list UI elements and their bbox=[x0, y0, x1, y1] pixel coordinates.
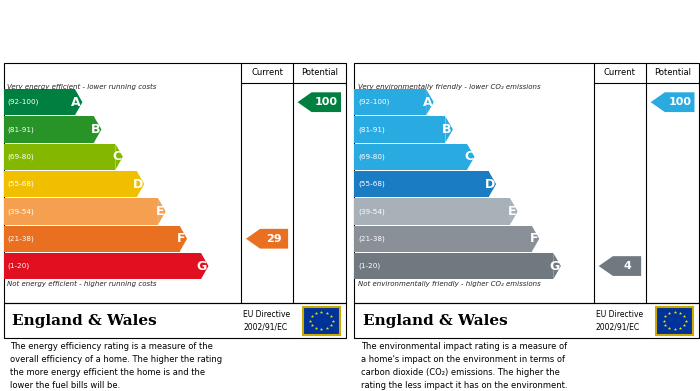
Text: Very energy efficient - lower running costs: Very energy efficient - lower running co… bbox=[7, 84, 156, 90]
Text: (1-20): (1-20) bbox=[8, 263, 29, 269]
Text: Very environmentally friendly - lower CO₂ emissions: Very environmentally friendly - lower CO… bbox=[358, 84, 540, 90]
Bar bbox=[4, 253, 201, 279]
Text: C: C bbox=[112, 150, 122, 163]
Text: (92-100): (92-100) bbox=[358, 99, 390, 106]
Text: G: G bbox=[550, 260, 559, 273]
Bar bbox=[4, 198, 158, 224]
Bar bbox=[4, 116, 94, 143]
Polygon shape bbox=[179, 226, 187, 252]
Bar bbox=[4, 89, 75, 115]
Polygon shape bbox=[246, 229, 288, 249]
Text: (21-38): (21-38) bbox=[358, 235, 385, 242]
Text: F: F bbox=[177, 232, 186, 245]
Bar bbox=[4, 226, 179, 252]
Text: Energy Efficiency Rating: Energy Efficiency Rating bbox=[12, 25, 183, 38]
Text: Potential: Potential bbox=[654, 68, 691, 77]
Bar bbox=[354, 116, 445, 143]
Text: (69-80): (69-80) bbox=[358, 154, 385, 160]
Text: F: F bbox=[529, 232, 538, 245]
Text: G: G bbox=[197, 260, 207, 273]
Text: (81-91): (81-91) bbox=[8, 126, 34, 133]
Text: Current: Current bbox=[251, 68, 283, 77]
Text: D: D bbox=[484, 178, 495, 191]
Text: (55-68): (55-68) bbox=[358, 181, 385, 187]
Text: England & Wales: England & Wales bbox=[12, 314, 157, 328]
Polygon shape bbox=[532, 226, 539, 252]
Bar bbox=[354, 89, 426, 115]
Text: Environmental Impact (CO₂) Rating: Environmental Impact (CO₂) Rating bbox=[363, 25, 609, 38]
Text: Not energy efficient - higher running costs: Not energy efficient - higher running co… bbox=[7, 281, 156, 287]
Text: E: E bbox=[156, 205, 164, 218]
Text: D: D bbox=[132, 178, 143, 191]
Text: C: C bbox=[464, 150, 473, 163]
Polygon shape bbox=[426, 89, 434, 115]
Bar bbox=[354, 253, 553, 279]
Text: 100: 100 bbox=[668, 97, 692, 107]
Polygon shape bbox=[445, 116, 453, 143]
Bar bbox=[354, 198, 510, 224]
Polygon shape bbox=[298, 92, 341, 112]
Text: EU Directive
2002/91/EC: EU Directive 2002/91/EC bbox=[243, 310, 290, 331]
Text: B: B bbox=[442, 123, 452, 136]
Text: (69-80): (69-80) bbox=[8, 154, 34, 160]
Polygon shape bbox=[158, 198, 166, 224]
Polygon shape bbox=[116, 143, 122, 170]
Text: B: B bbox=[90, 123, 100, 136]
Polygon shape bbox=[598, 256, 641, 276]
Text: (81-91): (81-91) bbox=[358, 126, 385, 133]
Polygon shape bbox=[553, 253, 561, 279]
Bar bbox=[303, 307, 340, 335]
Bar bbox=[354, 171, 489, 197]
Polygon shape bbox=[94, 116, 102, 143]
Text: (21-38): (21-38) bbox=[8, 235, 34, 242]
Polygon shape bbox=[75, 89, 83, 115]
Text: (39-54): (39-54) bbox=[358, 208, 385, 215]
Polygon shape bbox=[510, 198, 518, 224]
Text: 4: 4 bbox=[623, 261, 631, 271]
Polygon shape bbox=[467, 143, 475, 170]
Text: England & Wales: England & Wales bbox=[363, 314, 508, 328]
Text: 29: 29 bbox=[266, 234, 282, 244]
Bar bbox=[4, 171, 136, 197]
Text: (92-100): (92-100) bbox=[8, 99, 39, 106]
Text: The energy efficiency rating is a measure of the
overall efficiency of a home. T: The energy efficiency rating is a measur… bbox=[10, 343, 223, 390]
Polygon shape bbox=[650, 92, 694, 112]
Bar bbox=[354, 226, 532, 252]
Text: (1-20): (1-20) bbox=[358, 263, 381, 269]
Text: Current: Current bbox=[604, 68, 636, 77]
Text: A: A bbox=[71, 96, 81, 109]
Text: (55-68): (55-68) bbox=[8, 181, 34, 187]
Bar bbox=[354, 143, 467, 170]
Text: (39-54): (39-54) bbox=[8, 208, 34, 215]
Text: Potential: Potential bbox=[301, 68, 338, 77]
Polygon shape bbox=[136, 171, 144, 197]
Text: Not environmentally friendly - higher CO₂ emissions: Not environmentally friendly - higher CO… bbox=[358, 281, 540, 287]
Polygon shape bbox=[489, 171, 496, 197]
Polygon shape bbox=[201, 253, 209, 279]
Text: The environmental impact rating is a measure of
a home's impact on the environme: The environmental impact rating is a mea… bbox=[361, 343, 568, 390]
Text: 100: 100 bbox=[315, 97, 338, 107]
Text: A: A bbox=[423, 96, 433, 109]
Bar bbox=[656, 307, 694, 335]
Text: EU Directive
2002/91/EC: EU Directive 2002/91/EC bbox=[596, 310, 643, 331]
Bar bbox=[4, 143, 116, 170]
Text: E: E bbox=[508, 205, 517, 218]
